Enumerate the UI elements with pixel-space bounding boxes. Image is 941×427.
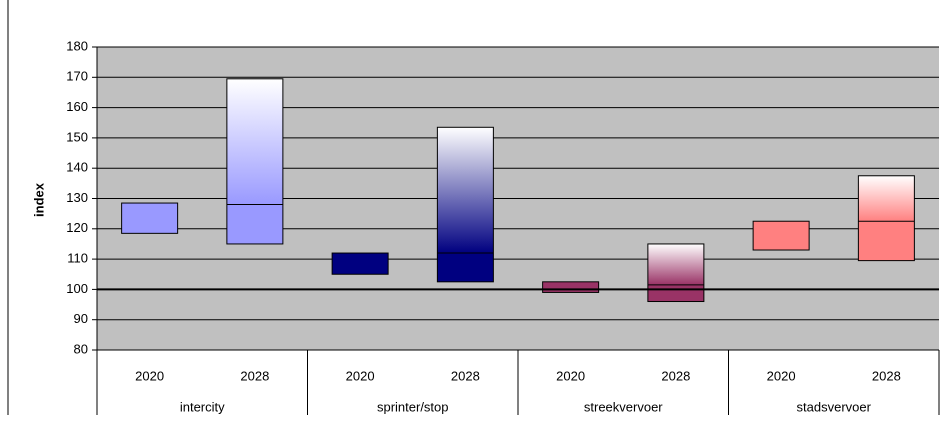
bar-outline: [436, 126, 494, 283]
bar-outline: [857, 175, 915, 262]
x-tick-label: 2028: [451, 368, 480, 383]
group-label: stadsvervoer: [797, 399, 872, 414]
x-tick-label: 2028: [661, 368, 690, 383]
bar: [542, 281, 600, 293]
y-tick-label: 120: [66, 220, 88, 235]
range-bar: [331, 252, 389, 275]
bar: [331, 252, 389, 275]
y-tick-label: 100: [66, 281, 88, 296]
range-bar: [647, 243, 705, 303]
y-tick-label: 170: [66, 69, 88, 84]
y-tick-label: 90: [74, 311, 88, 326]
range-bar: [752, 220, 810, 251]
bar-outline: [647, 243, 705, 303]
range-bar: [857, 175, 915, 262]
y-axis-label: index: [31, 182, 46, 217]
x-tick-label: 2020: [767, 368, 796, 383]
y-tick-label: 110: [67, 251, 88, 266]
x-tick-label: 2028: [872, 368, 901, 383]
bar-upper: [647, 243, 704, 285]
range-bar: [121, 202, 179, 234]
bar-upper: [437, 127, 494, 254]
y-tick-label: 160: [66, 99, 88, 114]
bar: [121, 202, 179, 234]
group-label: intercity: [180, 399, 225, 414]
range-bar: [226, 78, 284, 245]
x-tick-label: 2020: [346, 368, 375, 383]
y-tick-label: 130: [66, 190, 88, 205]
bar-lower: [858, 221, 915, 261]
range-bar: [542, 281, 600, 293]
bar-outline: [226, 78, 284, 245]
y-tick-label: 80: [74, 341, 88, 356]
y-tick-label: 140: [66, 160, 88, 175]
bar-lower: [437, 253, 494, 282]
x-tick-label: 2020: [135, 368, 164, 383]
x-tick-label: 2028: [240, 368, 269, 383]
y-tick-label: 180: [66, 38, 88, 53]
bar-lower: [647, 284, 704, 302]
x-tick-label: 2020: [556, 368, 585, 383]
y-tick-label: 150: [66, 129, 88, 144]
bar-lower: [226, 204, 283, 244]
bar-upper: [858, 175, 915, 222]
group-label: streekvervoer: [584, 399, 663, 414]
bar: [752, 220, 810, 251]
group-label: sprinter/stop: [377, 399, 449, 414]
bar-upper: [226, 78, 283, 205]
range-bar: [436, 126, 494, 283]
